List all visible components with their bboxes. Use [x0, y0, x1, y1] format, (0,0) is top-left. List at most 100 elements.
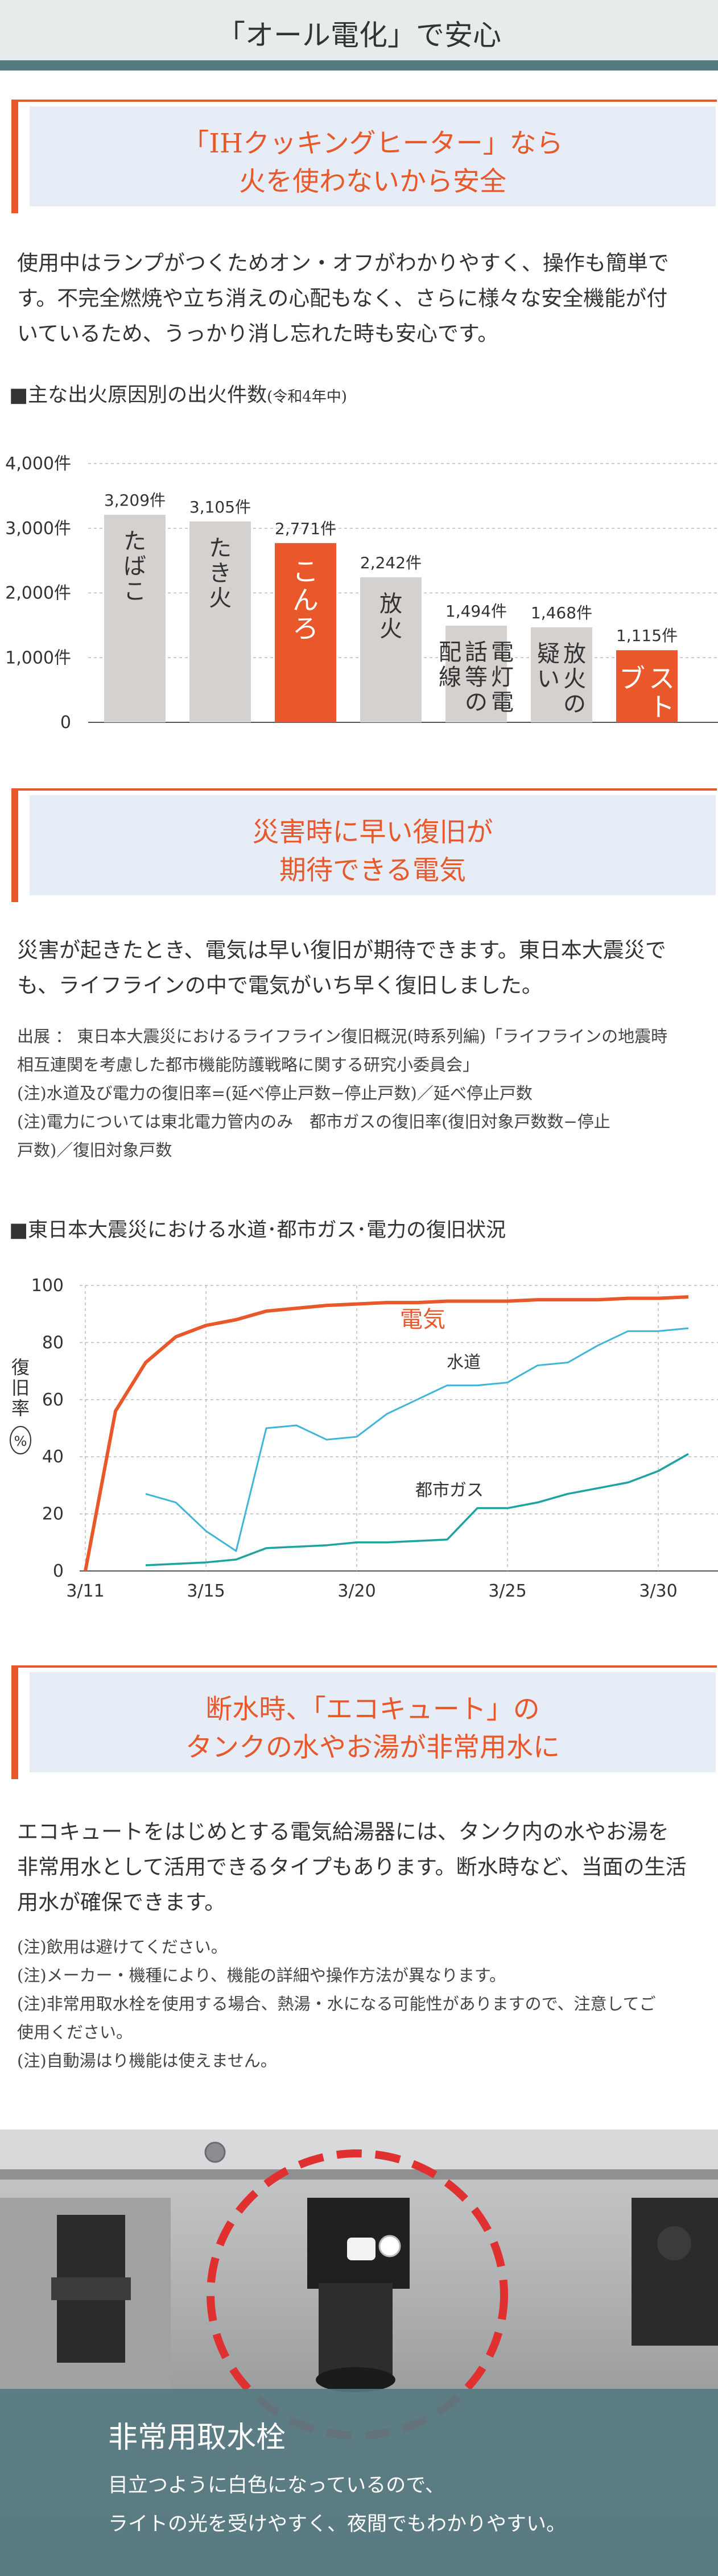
line-ylabel-unit-ring — [10, 1426, 31, 1454]
section-disaster-heading-line1: 災害時に早い復旧が — [252, 817, 493, 848]
note-line: (注)メーカー・機種により、機能の詳細や操作方法が異なります。 — [17, 1966, 506, 1985]
note-line: (注)自動湯はり機能は使えません。 — [17, 2051, 277, 2070]
bar — [104, 514, 166, 722]
bar — [189, 521, 251, 722]
line-series-2 — [145, 1453, 689, 1566]
recovery-chart-title: ■東日本大震災における水道･都市ガス･電力の復旧状況 — [9, 1219, 506, 1242]
line-ylabel-unit: % — [14, 1433, 27, 1449]
bar-value-label: 2,771件 — [275, 519, 336, 538]
section-ih-heading: 「IHクッキングヒーター」なら 火を使わないから安全 — [11, 94, 717, 213]
line-ytick-label: 80 — [42, 1333, 64, 1353]
series-label-electricity: 電気 — [400, 1306, 445, 1333]
line-ytick-label: 60 — [42, 1390, 64, 1410]
bar — [360, 577, 422, 722]
body-line: 使用中はランプがつくためオン・オフがわかりやすく、操作も簡単で — [17, 251, 669, 275]
series-label-water: 水道 — [447, 1353, 481, 1372]
note-line: (注)非常用取水栓を使用する場合、熱湯・水になる可能性がありますので、注意してご — [17, 1994, 656, 2013]
line-ytick-label: 100 — [31, 1276, 64, 1296]
bar-category-label: たき火 — [209, 535, 232, 611]
bar-ytick-label: 0 — [60, 713, 71, 733]
line-xtick-label: 3/11 — [66, 1581, 104, 1601]
line-ylabel-char: 旧 — [11, 1377, 30, 1399]
body-line: 災害が起きたとき、電気は早い復旧が期待できます。東日本大震災で — [17, 938, 666, 962]
section-ih-body: 使用中はランプがつくためオン・オフがわかりやすく、操作も簡単で す。不完全燃焼や… — [17, 246, 705, 352]
body-line: 用水が確保できます。 — [17, 1890, 226, 1915]
body-line: エコキュートをはじめとする電気給湯器には、タンク内の水やお湯を — [17, 1820, 669, 1844]
body-line: いているため、うっかり消し忘れた時も安心です。 — [17, 321, 499, 346]
photo-caption-band — [0, 2389, 718, 2576]
note-line: (注)電力については東北電力管内のみ 都市ガスの復旧率(復旧対象戸数数−停止 — [17, 1112, 610, 1131]
line-xtick-label: 3/25 — [488, 1581, 526, 1601]
bar-value-label: 3,105件 — [189, 498, 251, 516]
bar-category-label: こんろ — [292, 556, 319, 644]
bar-category-label: たばこ — [123, 528, 146, 605]
bar-value-label: 1,115件 — [616, 626, 678, 645]
note-line: 相互連関を考慮した都市機能防護戦略に関する研究小委員会」 — [17, 1055, 480, 1074]
bar — [445, 626, 507, 722]
line-xtick-label: 3/30 — [639, 1581, 677, 1601]
note-line: 出展 ： 東日本大震災におけるライフライン復旧概況(時系列編)「ライフラインの地… — [17, 1027, 668, 1046]
line-ytick-label: 20 — [42, 1504, 64, 1524]
line-ylabel: 復旧率% — [10, 1357, 31, 1454]
bar-value-label: 1,494件 — [445, 602, 507, 621]
bar-category-label: ストーブ — [619, 663, 675, 739]
body-line: も、ライフラインの中で電気がいち早く復旧しました。 — [17, 973, 543, 998]
line-series-0 — [84, 1295, 689, 1572]
caption-line: 目立つように白色になっているので、 — [108, 2474, 445, 2497]
line-xtick-label: 3/15 — [187, 1581, 225, 1601]
section-disaster-notes: 出展 ： 東日本大震災におけるライフライン復旧概況(時系列編)「ライフラインの地… — [17, 1022, 705, 1164]
fire-chart-title: ■主な出火原因別の出火件数(令和4年中) — [9, 384, 347, 407]
line-xtick-label: 3/20 — [337, 1581, 375, 1601]
bar-value-label: 3,209件 — [104, 491, 166, 510]
bar-category-text: こんろ — [292, 556, 319, 644]
line-ylabel-char: 復 — [11, 1357, 30, 1378]
section-ih-heading-line2: 火を使わないから安全 — [239, 166, 506, 197]
note-line: (注)水道及び電力の復旧率=(延べ停止戸数−停止戸数)／延べ停止戸数 — [17, 1084, 533, 1103]
note-line: 戸数)／復旧対象戸数 — [17, 1140, 172, 1160]
line-series-1 — [145, 1327, 689, 1552]
body-line: す。不完全燃焼や立ち消えの心配もなく、さらに様々な安全機能が付 — [17, 286, 668, 311]
bar — [531, 627, 592, 722]
caption-line: ライトの光を受けやすく、夜間でもわかりやすい。 — [108, 2513, 567, 2536]
emergency-tap-illustration — [0, 2130, 718, 2439]
bar-category-text: 電灯電話等の配線 — [439, 639, 514, 716]
bar-category-text: たき火 — [209, 535, 232, 611]
header-divider — [0, 60, 718, 71]
bar-category-label: 放火 — [379, 591, 402, 642]
section-disaster-body: 災害が起きたとき、電気は早い復旧が期待できます。東日本大震災で も、ライフライン… — [17, 933, 705, 1003]
line-ylabel-char: 率 — [11, 1397, 30, 1419]
photo-caption-text: 目立つように白色になっているので、 ライトの光を受けやすく、夜間でもわかりやすい… — [108, 2466, 566, 2544]
section-ih-heading-line1: 「IHクッキングヒーター」なら — [182, 128, 563, 159]
bar-category-text: ストーブ — [619, 663, 675, 739]
bar-ytick-label: 2,000件 — [5, 584, 71, 603]
bar — [275, 543, 336, 722]
bar-ytick-label: 1,000件 — [5, 648, 71, 668]
page-header — [0, 0, 718, 61]
bar-category-label: 電灯電話等の配線 — [439, 639, 514, 716]
bar-value-label: 1,468件 — [531, 603, 592, 622]
section-ecocute-body: エコキュートをはじめとする電気給湯器には、タンク内の水やお湯を 非常用水として活… — [17, 1814, 705, 1920]
page-title: 「オール電化」で安心 — [217, 19, 501, 52]
section-ecocute-heading-line2: タンクの水やお湯が非常用水に — [185, 1732, 560, 1763]
section-ecocute-heading-line1: 断水時、「エコキュート」の — [205, 1694, 540, 1725]
section-disaster-heading-line2: 期待できる電気 — [279, 855, 467, 886]
section-ecocute-heading: 断水時、「エコキュート」の タンクの水やお湯が非常用水に — [11, 1660, 717, 1779]
bar-ytick-label: 3,000件 — [5, 519, 71, 539]
bar-value-label: 2,242件 — [360, 553, 422, 572]
bar-category-text: 放火 — [379, 591, 402, 642]
bar-category-text: 放火の疑い — [537, 641, 586, 717]
section-disaster-heading: 災害時に早い復旧が 期待できる電気 — [11, 783, 717, 902]
section-ecocute-notes: (注)飲用は避けてください。 (注)メーカー・機種により、機能の詳細や操作方法が… — [17, 1933, 705, 2075]
bar — [616, 650, 678, 722]
bar-category-text: たばこ — [123, 528, 146, 605]
bar-ytick-label: 4,000件 — [5, 454, 71, 474]
series-label-gas: 都市ガス — [415, 1481, 484, 1500]
note-line: (注)飲用は避けてください。 — [17, 1937, 228, 1957]
body-line: 非常用水として活用できるタイプもあります。断水時など、当面の生活 — [17, 1855, 687, 1879]
bar-category-label: 放火の疑い — [537, 641, 586, 717]
line-ytick-label: 40 — [42, 1447, 64, 1467]
recovery-line-chart: 0 20 40 60 80 100 3/11 3/15 3/20 3/25 3/30 復旧率% 電気水道… — [10, 1276, 718, 1601]
note-line: 使用ください。 — [17, 2023, 133, 2042]
line-ytick-label: 0 — [53, 1561, 64, 1581]
